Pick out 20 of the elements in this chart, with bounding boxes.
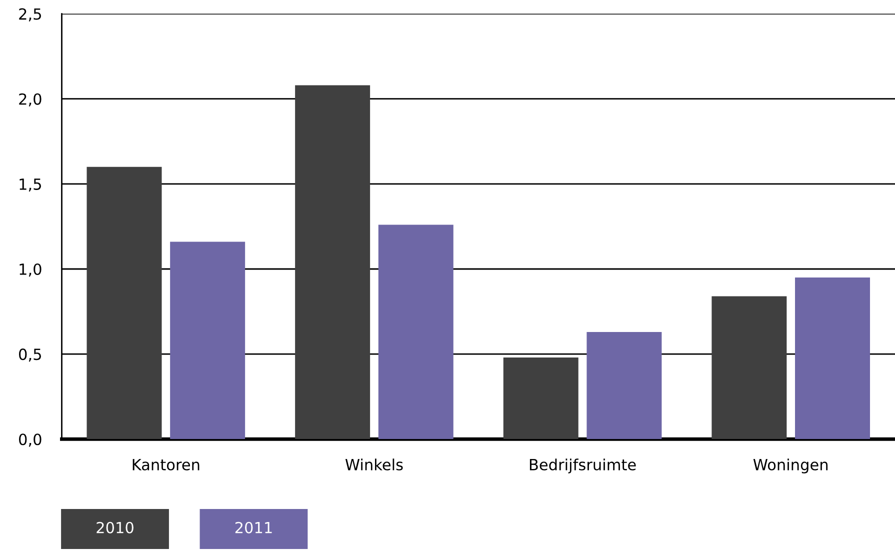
y-tick-label: 0,0 bbox=[19, 434, 42, 447]
y-tick-label: 2,5 bbox=[19, 8, 41, 22]
x-tick-label: Bedrijfsruimte bbox=[530, 458, 636, 474]
bar bbox=[170, 242, 246, 440]
y-tick-label: 1,5 bbox=[20, 178, 41, 192]
y-tick-label: 2,0 bbox=[19, 93, 42, 106]
x-tick-label: Woningen bbox=[753, 458, 828, 474]
x-tick-label: Kantoren bbox=[132, 459, 200, 470]
bar bbox=[86, 166, 162, 440]
x-tick-label: Winkels bbox=[345, 458, 403, 470]
bar bbox=[795, 278, 870, 440]
text: 2010 bbox=[96, 522, 134, 534]
text: 2011 bbox=[235, 522, 272, 534]
y-tick-label: 1,0 bbox=[20, 263, 42, 277]
bar bbox=[503, 357, 578, 440]
bar bbox=[295, 85, 370, 440]
bar bbox=[712, 296, 787, 440]
bar bbox=[378, 224, 454, 440]
y-tick-label: 0,5 bbox=[19, 348, 41, 362]
bar bbox=[586, 332, 662, 440]
